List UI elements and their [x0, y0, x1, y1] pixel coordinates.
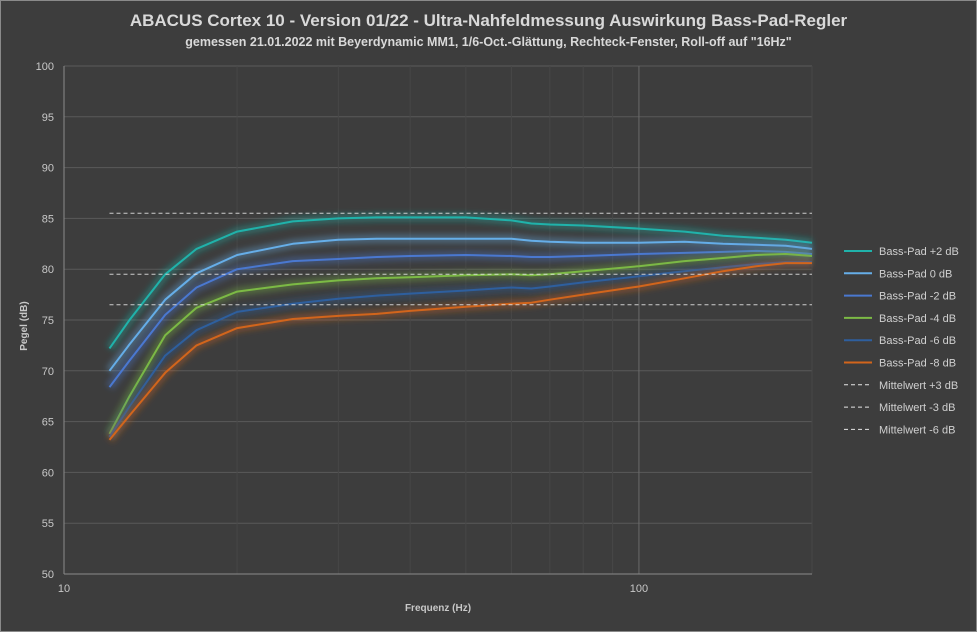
legend-label: Bass-Pad -2 dB	[879, 291, 956, 303]
axes: 50 55 60 65 70 75 80 85 90 95 100 10 100	[36, 61, 812, 595]
legend-label: Bass-Pad -8 dB	[879, 358, 956, 370]
y-tick-label: 90	[42, 163, 54, 175]
legend-label: Mittelwert -3 dB	[879, 402, 955, 414]
series-line	[108, 249, 813, 388]
y-axis-title: Pegel (dB)	[19, 301, 30, 350]
series-glow	[105, 257, 812, 440]
y-tick-label: 75	[42, 315, 54, 327]
series-line	[108, 216, 813, 349]
legend: Bass-Pad +2 dB Bass-Pad 0 dB Bass-Pad -2 d…	[844, 246, 959, 436]
legend-label: Bass-Pad -4 dB	[879, 313, 956, 325]
x-tick-label: 100	[630, 583, 648, 595]
legend-label: Bass-Pad +2 dB	[879, 246, 959, 258]
legend-label: Bass-Pad 0 dB	[879, 268, 952, 280]
chart-title: ABACUS Cortex 10 - Version 01/22 - Ultra…	[129, 11, 848, 30]
y-tick-label: 95	[42, 112, 54, 124]
series-line	[108, 237, 813, 372]
chart-subtitle: gemessen 21.01.2022 mit Beyerdynamic MM1…	[185, 35, 792, 49]
y-tick-label: 70	[42, 366, 54, 378]
legend-label: Bass-Pad -6 dB	[879, 335, 956, 347]
y-tick-label: 50	[42, 569, 54, 581]
y-tick-label: 60	[42, 467, 54, 479]
y-tick-label: 55	[42, 518, 54, 530]
y-tick-label: 65	[42, 417, 54, 429]
grid	[63, 65, 813, 575]
legend-label: Mittelwert +3 dB	[879, 380, 958, 392]
x-tick-label: 10	[58, 583, 70, 595]
plot-area	[105, 212, 813, 443]
y-tick-label: 100	[36, 61, 54, 73]
y-tick-label: 80	[42, 264, 54, 276]
legend-label: Mittelwert -6 dB	[879, 424, 955, 436]
y-tick-label: 85	[42, 213, 54, 225]
x-axis-title: Frequenz (Hz)	[405, 603, 471, 614]
